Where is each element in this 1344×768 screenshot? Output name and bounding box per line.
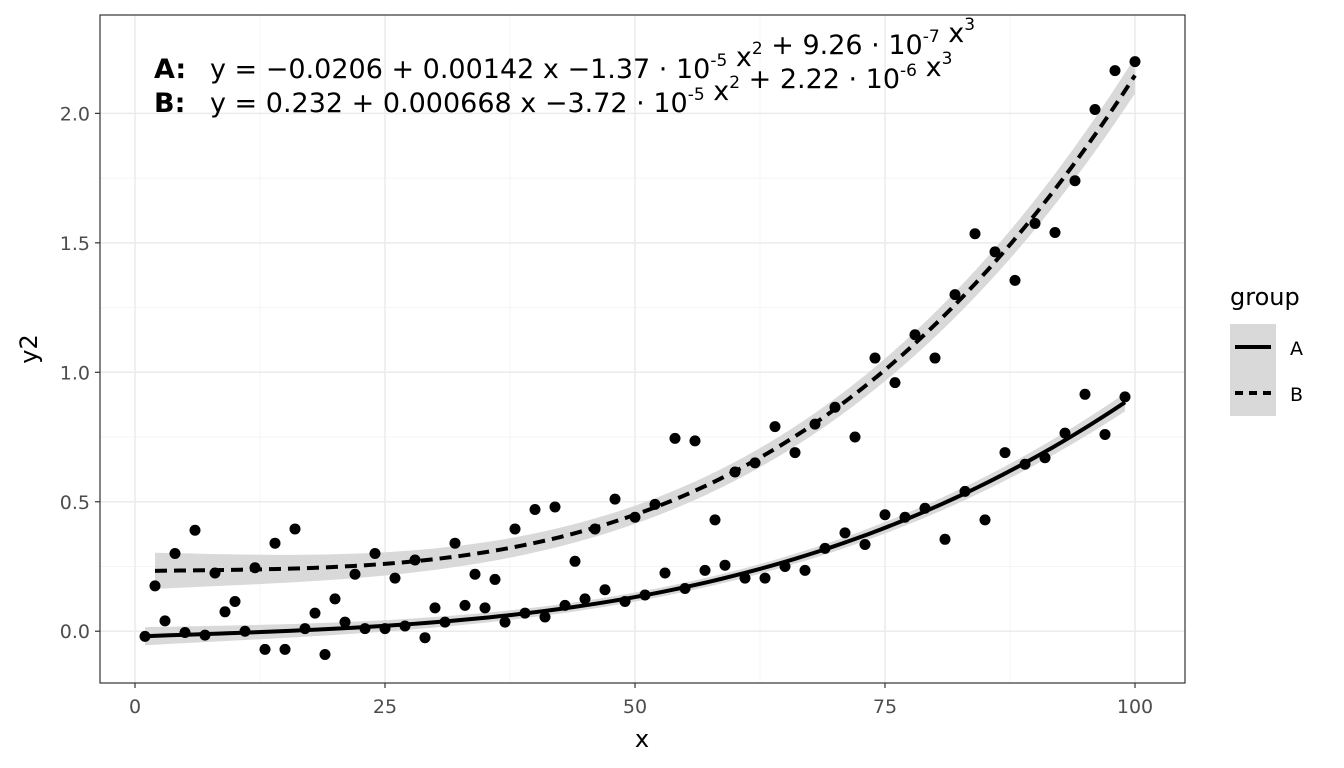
x-tick-label: 50 (623, 696, 647, 718)
data-point-b (789, 447, 801, 459)
data-point-a (1079, 388, 1091, 400)
legend-title: group (1230, 283, 1300, 311)
data-point-a (699, 564, 711, 576)
data-point-b (669, 432, 681, 444)
data-point-b (289, 523, 301, 535)
data-point-b (389, 572, 401, 584)
data-point-b (1049, 226, 1061, 238)
y-tick-label: 0.5 (60, 492, 90, 514)
y-tick-label: 2.0 (60, 103, 90, 125)
x-tick-label: 75 (873, 696, 897, 718)
data-point-a (419, 632, 431, 644)
data-point-b (689, 435, 701, 447)
confidence-ribbon-a (145, 393, 1125, 646)
data-point-b (889, 377, 901, 389)
data-point-a (1099, 428, 1111, 440)
y-tick-label: 1.5 (60, 233, 90, 255)
data-point-a (599, 584, 611, 596)
data-point-a (719, 559, 731, 571)
equation-annotations: A: y = −0.0206 + 0.00142 x −1.37 · 10-5 x… (154, 15, 975, 119)
data-point-a (799, 564, 811, 576)
data-point-b (489, 573, 501, 585)
data-point-a (879, 509, 891, 521)
y-axis: 0.0 0.5 1.0 1.5 2.0 (60, 103, 100, 643)
data-point-b (469, 568, 481, 580)
fit-line-a (144, 400, 1127, 639)
data-point-b (349, 568, 361, 580)
equation-text-a: y = −0.0206 + 0.00142 x −1.37 · 10-5 x2 … (210, 15, 975, 85)
equation-label-a: A: (154, 54, 186, 85)
data-point-b (609, 493, 621, 505)
y-tick-label: 1.0 (60, 362, 90, 384)
data-point-b (1069, 175, 1081, 187)
data-point-a (319, 649, 331, 661)
data-point-a (539, 611, 551, 623)
data-point-a (859, 538, 871, 550)
data-point-b (869, 352, 881, 364)
data-point-b (529, 504, 541, 516)
data-point-b (189, 524, 201, 536)
x-tick-label: 25 (373, 696, 397, 718)
data-point-a (839, 527, 851, 539)
data-point-b (509, 523, 521, 535)
data-point-b (969, 228, 981, 240)
data-point-b (849, 431, 861, 443)
x-tick-label: 100 (1117, 696, 1153, 718)
equation-label-b: B: (154, 88, 185, 119)
data-point-a (759, 572, 771, 584)
data-point-a (339, 616, 351, 628)
data-point-b (369, 548, 381, 560)
data-point-b (1089, 104, 1101, 115)
data-point-b (449, 537, 461, 549)
data-point-b (769, 421, 781, 433)
equation-text-b: y = 0.232 + 0.000668 x −3.72 · 10-5 x2 +… (210, 49, 952, 119)
data-point-b (169, 548, 181, 560)
legend-label-a: A (1290, 338, 1303, 360)
data-point-a (579, 593, 591, 605)
data-point-a (499, 616, 511, 628)
data-point-a (479, 602, 491, 614)
data-point-b (709, 514, 721, 526)
data-point-b (149, 580, 161, 592)
x-axis-title: x (635, 725, 649, 753)
data-point-a (1059, 427, 1071, 439)
data-point-a (939, 533, 951, 545)
x-axis: 0 25 50 75 100 (129, 683, 1153, 718)
data-point-b (1129, 56, 1141, 68)
data-point-b (909, 329, 921, 341)
data-point-a (229, 595, 241, 607)
data-point-a (1119, 391, 1131, 403)
data-point-b (949, 289, 961, 301)
data-point-b (929, 352, 941, 364)
data-point-a (659, 567, 671, 579)
data-point-a (429, 602, 441, 614)
data-point-a (329, 593, 341, 605)
data-point-b (269, 537, 281, 549)
data-point-a (259, 643, 271, 655)
data-point-a (979, 514, 991, 526)
data-point-a (999, 447, 1011, 459)
data-point-b (989, 246, 1001, 258)
fit-line-b (154, 74, 1137, 573)
data-point-b (569, 555, 581, 567)
legend-label-b: B (1290, 384, 1303, 406)
data-point-a (159, 615, 171, 627)
legend: group A B (1230, 283, 1303, 416)
data-point-a (279, 643, 291, 655)
data-point-b (1109, 65, 1121, 77)
x-tick-label: 0 (129, 696, 141, 718)
data-point-a (139, 630, 151, 642)
data-point-b (549, 501, 561, 513)
panel-border (99, 14, 1186, 684)
data-point-a (219, 606, 231, 618)
data-point-b (1029, 217, 1041, 229)
data-point-b (1009, 274, 1021, 286)
data-point-a (309, 607, 321, 619)
fit-lines (144, 74, 1137, 639)
y-axis-title: y2 (15, 334, 43, 363)
minor-gridlines (100, 15, 1185, 683)
data-point-a (459, 599, 471, 611)
y-tick-label: 0.0 (60, 621, 90, 643)
